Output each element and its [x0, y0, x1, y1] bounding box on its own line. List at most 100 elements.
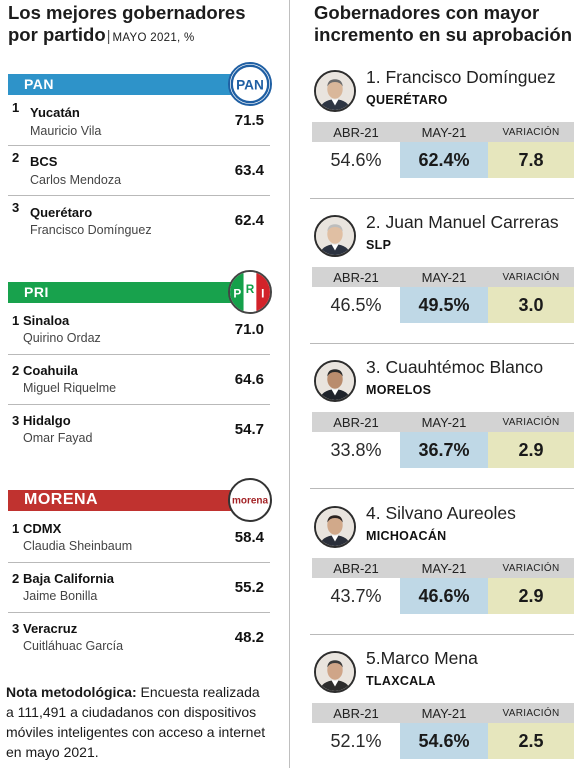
left-subtitle: MAYO 2021, %: [112, 32, 195, 44]
header-abr: ABR-21: [333, 561, 379, 576]
governor-name: Cuitláhuac García: [23, 639, 124, 653]
table-row: 3 Querétaro Francisco Domínguez 62.4: [8, 196, 270, 246]
state-name: Querétaro: [30, 205, 93, 220]
party-name-pri: PRI: [24, 284, 49, 300]
governor-photo: [314, 506, 356, 548]
value-may: 54.6%: [400, 723, 488, 759]
party-bar-morena: [8, 490, 250, 511]
header-variation: VARIACIÓN: [502, 417, 560, 428]
card-divider: [310, 488, 574, 489]
left-panel: Los mejores gobernadores por partido| MAY…: [0, 0, 275, 768]
value-variation: 2.5: [488, 723, 574, 759]
methodology-note: Nota metodológica: Encuesta realizada a …: [6, 682, 271, 762]
morena-logo-graphic: morena: [230, 480, 270, 520]
score: 48.2: [234, 629, 264, 646]
party-bar-pan: [8, 74, 250, 95]
header-variation: VARIACIÓN: [502, 708, 560, 719]
score: 71.5: [234, 112, 264, 129]
table-header: ABR-21 MAY-21 VARIACIÓN: [312, 122, 574, 142]
value-abr: 43.7%: [330, 586, 382, 606]
party-bar-pri: [8, 282, 250, 303]
table-header: ABR-21 MAY-21 VARIACIÓN: [312, 267, 574, 287]
rank: 3: [12, 413, 20, 428]
score: 55.2: [234, 579, 264, 596]
governor-name: Omar Fayad: [23, 431, 93, 445]
value-abr: 52.1%: [330, 731, 382, 751]
header-may: MAY-21: [421, 125, 467, 140]
governor-photo: [314, 70, 356, 112]
governor-card: 4. Silvano Aureoles MICHOACÁN ABR-21 MAY-21…: [312, 503, 574, 651]
table-row: 3 Hidalgo Omar Fayad 54.7: [8, 405, 270, 455]
table-header: ABR-21 MAY-21 VARIACIÓN: [312, 558, 574, 578]
governor-card: 2. Juan Manuel Carreras SLP ABR-21 MAY-21 VA…: [312, 212, 574, 360]
governor-name: Miguel Riquelme: [23, 381, 117, 395]
card-divider: [310, 343, 574, 344]
rank: 3: [12, 621, 20, 636]
table-header: ABR-21 MAY-21 VARIACIÓN: [312, 703, 574, 723]
value-may: 62.4%: [400, 142, 488, 178]
table-row: 1 Yucatán Mauricio Vila 71.5: [8, 96, 270, 146]
svg-text:P: P: [233, 286, 241, 300]
party-name-morena: MORENA: [24, 491, 99, 508]
governor-card: 5.Marco Mena TLAXCALA ABR-21 MAY-21 VARIACIÓ…: [312, 648, 574, 768]
value-abr: 54.6%: [330, 150, 382, 170]
rank: 2: [12, 363, 20, 378]
values-row: 46.5% 49.5% 3.0: [312, 287, 574, 323]
rank: 1: [12, 100, 20, 115]
state-name: Coahuila: [23, 363, 78, 378]
header-abr: ABR-21: [333, 125, 379, 140]
rank: 2: [12, 571, 20, 586]
morena-logo: morena: [228, 478, 272, 522]
values-row: 54.6% 62.4% 7.8: [312, 142, 574, 178]
left-title-line2: por partido: [8, 24, 106, 45]
score: 58.4: [234, 529, 264, 546]
party-name-pan: PAN: [24, 76, 55, 92]
governor-name: 1. Francisco Domínguez: [366, 67, 556, 87]
svg-text:R: R: [246, 282, 255, 296]
header-may: MAY-21: [421, 415, 467, 430]
rank: 1: [12, 521, 20, 536]
score: 54.7: [234, 421, 264, 438]
governor-name: Francisco Domínguez: [30, 223, 152, 237]
table-header: ABR-21 MAY-21 VARIACIÓN: [312, 412, 574, 432]
governor-card: 3. Cuauhtémoc Blanco MORELOS ABR-21 MAY-21 V…: [312, 357, 574, 505]
pan-logo-text: PAN: [236, 77, 264, 92]
table-row: 2 Baja California Jaime Bonilla 55.2: [8, 563, 270, 613]
state-name: BCS: [30, 154, 58, 169]
portrait-icon: [316, 653, 354, 691]
table-row: 2 BCS Carlos Mendoza 63.4: [8, 146, 270, 196]
state-name: Yucatán: [30, 105, 80, 120]
rank: 3: [12, 200, 20, 215]
governor-state: SLP: [366, 238, 392, 252]
rank: 2: [12, 150, 20, 165]
score: 64.6: [234, 371, 264, 388]
score: 63.4: [234, 162, 264, 179]
governor-card: 1. Francisco Domínguez QUERÉTARO ABR-21 MAY…: [312, 67, 574, 215]
pan-logo: PAN: [228, 62, 272, 106]
card-divider: [310, 198, 574, 199]
card-divider: [310, 634, 574, 635]
header-abr: ABR-21: [333, 706, 379, 721]
pri-logo-graphic: P R I: [230, 272, 270, 312]
right-panel: Gobernadores con mayor incremento en su …: [300, 0, 579, 768]
header-may: MAY-21: [421, 270, 467, 285]
title-separator: |: [106, 28, 111, 45]
rank: 1: [12, 313, 20, 328]
governor-name: Carlos Mendoza: [30, 173, 122, 187]
table-row: 3 Veracruz Cuitláhuac García 48.2: [8, 613, 270, 663]
portrait-icon: [316, 217, 354, 255]
governor-state: MORELOS: [366, 383, 432, 397]
governor-state: TLAXCALA: [366, 674, 436, 688]
governor-name: 5.Marco Mena: [366, 648, 478, 668]
table-row: 1 Sinaloa Quirino Ordaz 71.0: [8, 305, 270, 355]
governor-photo: [314, 215, 356, 257]
svg-text:I: I: [261, 286, 264, 300]
header-may: MAY-21: [421, 561, 467, 576]
values-row: 43.7% 46.6% 2.9: [312, 578, 574, 614]
value-may: 36.7%: [400, 432, 488, 468]
state-name: Sinaloa: [23, 313, 70, 328]
header-variation: VARIACIÓN: [502, 563, 560, 574]
values-row: 52.1% 54.6% 2.5: [312, 723, 574, 759]
portrait-icon: [316, 508, 354, 546]
portrait-icon: [316, 362, 354, 400]
